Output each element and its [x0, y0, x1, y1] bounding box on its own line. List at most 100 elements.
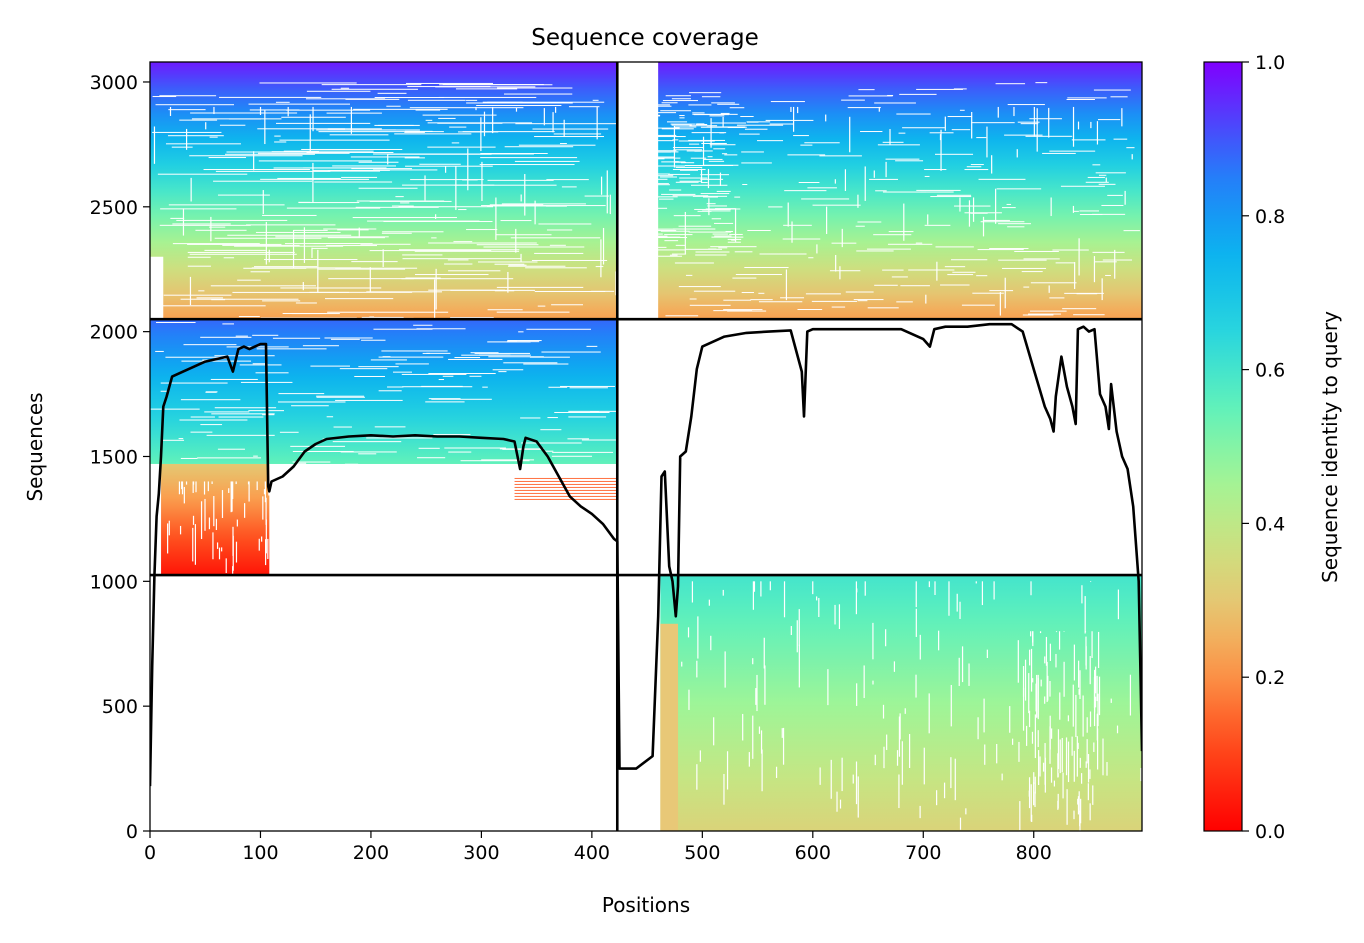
gap-streak [335, 267, 418, 269]
gap-streak [700, 182, 708, 184]
gap-streak [1062, 308, 1097, 310]
gap-streak [369, 267, 371, 293]
gap-streak [721, 153, 728, 155]
gap-streak [232, 526, 234, 556]
gap-streak [770, 101, 805, 103]
gap-streak [554, 411, 610, 413]
gap-streak [481, 205, 606, 207]
gap-streak [675, 181, 699, 183]
gap-streak [337, 229, 369, 231]
gap-streak [1026, 725, 1028, 746]
gap-streak [852, 774, 854, 784]
gap-streak [450, 317, 494, 319]
y-tick-label: 3000 [90, 72, 138, 94]
gap-streak [1110, 698, 1112, 703]
gap-streak [219, 96, 322, 98]
gap-streak [507, 340, 542, 342]
gap-streak [306, 90, 371, 92]
gap-streak [487, 309, 523, 311]
gap-streak [701, 96, 721, 98]
gap-streak [1087, 754, 1090, 783]
gap-streak [769, 581, 771, 591]
gap-streak [428, 373, 496, 375]
gap-streak [999, 292, 1001, 316]
gap-streak [936, 194, 972, 196]
gap-streak [1037, 674, 1039, 718]
gap-streak [219, 124, 246, 126]
gap-streak [752, 581, 754, 610]
gap-streak [387, 386, 404, 388]
gap-streak [305, 98, 386, 100]
gap-streak [1001, 267, 1047, 269]
gap-streak [203, 169, 310, 171]
gap-streak [460, 460, 530, 462]
gap-streak [747, 229, 771, 231]
gap-streak [391, 205, 414, 207]
gap-streak [1049, 297, 1065, 299]
gap-streak [265, 497, 267, 525]
gap-streak [600, 176, 603, 195]
gap-streak [335, 399, 403, 401]
gap-streak [1049, 150, 1096, 152]
gap-streak [978, 178, 1026, 180]
gap-streak [873, 170, 875, 178]
gap-streak [520, 253, 522, 262]
gap-streak [1058, 631, 1061, 650]
gap-streak [457, 131, 499, 133]
gap-streak [150, 408, 200, 410]
gap-streak [552, 451, 614, 453]
gap-streak [312, 247, 328, 249]
gap-streak [688, 231, 732, 233]
gap-streak [961, 304, 995, 306]
gap-streak [1038, 750, 1040, 786]
gap-streak [168, 520, 170, 536]
gap-streak [1002, 207, 1016, 209]
gap-streak [888, 231, 914, 233]
gap-streak [755, 688, 757, 705]
gap-streak [908, 269, 955, 271]
gap-streak [231, 485, 233, 512]
gap-streak [476, 244, 539, 246]
gap-streak [787, 202, 789, 227]
gap-streak [181, 360, 252, 362]
gap-streak [996, 188, 1042, 190]
gap-streak [225, 153, 315, 155]
gap-streak [679, 115, 685, 117]
gap-streak [563, 119, 565, 138]
gap-streak [551, 455, 593, 457]
gap-streak [561, 186, 577, 188]
gap-streak [223, 257, 235, 259]
gap-streak [873, 234, 912, 236]
gap-streak [1059, 692, 1061, 720]
gap-streak [1016, 149, 1018, 158]
gap-streak [885, 629, 887, 647]
gap-streak [995, 83, 1026, 85]
gap-streak [552, 112, 554, 133]
gap-streak [708, 248, 717, 250]
gap-streak [1097, 631, 1100, 668]
gap-streak [1032, 631, 1034, 647]
colorbar-tick-label: 1.0 [1255, 52, 1285, 74]
gap-streak [1022, 314, 1054, 316]
gap-streak [1061, 737, 1063, 773]
gap-streak [514, 483, 618, 485]
gap-streak [253, 266, 318, 268]
gap-streak [309, 291, 413, 293]
gap-streak [453, 241, 473, 243]
gap-streak [416, 328, 466, 330]
gap-streak [475, 106, 477, 111]
gap-streak [834, 179, 836, 184]
gap-streak [709, 115, 725, 117]
gap-streak [163, 294, 232, 296]
gap-streak [735, 273, 783, 275]
gap-streak [805, 293, 841, 295]
gap-streak [351, 261, 398, 263]
gap-streak [187, 265, 211, 267]
gap-streak [1004, 277, 1006, 309]
gap-streak [1033, 106, 1035, 137]
gap-streak [414, 274, 489, 276]
gap-streak [1073, 644, 1075, 681]
gap-streak [548, 386, 568, 388]
gap-streak [959, 601, 961, 619]
gap-streak [200, 501, 203, 540]
